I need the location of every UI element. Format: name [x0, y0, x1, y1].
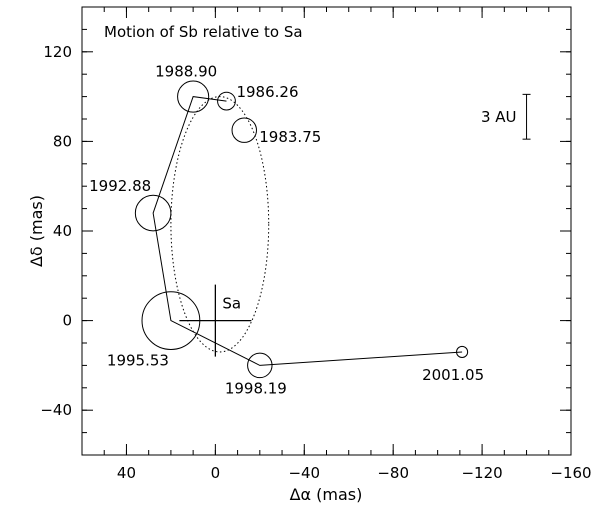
- x-tick-label: −120: [461, 464, 502, 482]
- observation-circle: [134, 194, 172, 232]
- observation-circle: [231, 117, 257, 143]
- x-tick-label: 0: [211, 464, 221, 482]
- primary-label: Sa: [222, 295, 241, 313]
- observation-label: 1986.26: [236, 83, 298, 101]
- observation-points: 1983.75 1986.26 1988.90 1992.88 1995.53 1998.…: [89, 63, 484, 398]
- y-tick-label: 120: [43, 43, 72, 61]
- tick-labels: 40 0 −40 −80 −120 −160 −40 0 40 80 120: [40, 43, 591, 482]
- observation-circle: [217, 91, 236, 111]
- observation-label: 1992.88: [89, 177, 151, 195]
- observation-circle: [141, 291, 201, 350]
- observation-circle: [456, 345, 469, 359]
- observation-circle: [247, 352, 273, 379]
- y-tick-label: 40: [53, 222, 72, 240]
- observation-label: 1988.90: [155, 63, 217, 81]
- primary-star-cross: Sa: [179, 284, 252, 357]
- x-tick-label: −80: [377, 464, 409, 482]
- orbit-ellipse: [170, 96, 270, 353]
- y-tick-label: −40: [40, 401, 72, 419]
- x-tick-label: −160: [550, 464, 591, 482]
- observation-label: 1998.19: [225, 379, 287, 397]
- motion-path-line: [152, 96, 463, 366]
- observation-label: 1983.75: [259, 128, 321, 146]
- x-tick-label: −40: [288, 464, 320, 482]
- observation-label: 1995.53: [107, 352, 169, 370]
- y-tick-label: 0: [62, 312, 72, 330]
- observation-label: 2001.05: [422, 366, 484, 384]
- major-ticks: [82, 7, 572, 455]
- y-axis-label: Δδ (mas): [27, 195, 46, 267]
- chart-title: Motion of Sb relative to Sa: [104, 23, 303, 41]
- x-tick-label: 40: [117, 464, 136, 482]
- x-axis-label: Δα (mas): [290, 485, 363, 504]
- scale-bar-label: 3 AU: [481, 108, 517, 126]
- y-tick-label: 80: [53, 132, 72, 150]
- scale-bar: 3 AU: [481, 93, 531, 140]
- observation-circle: [177, 80, 210, 113]
